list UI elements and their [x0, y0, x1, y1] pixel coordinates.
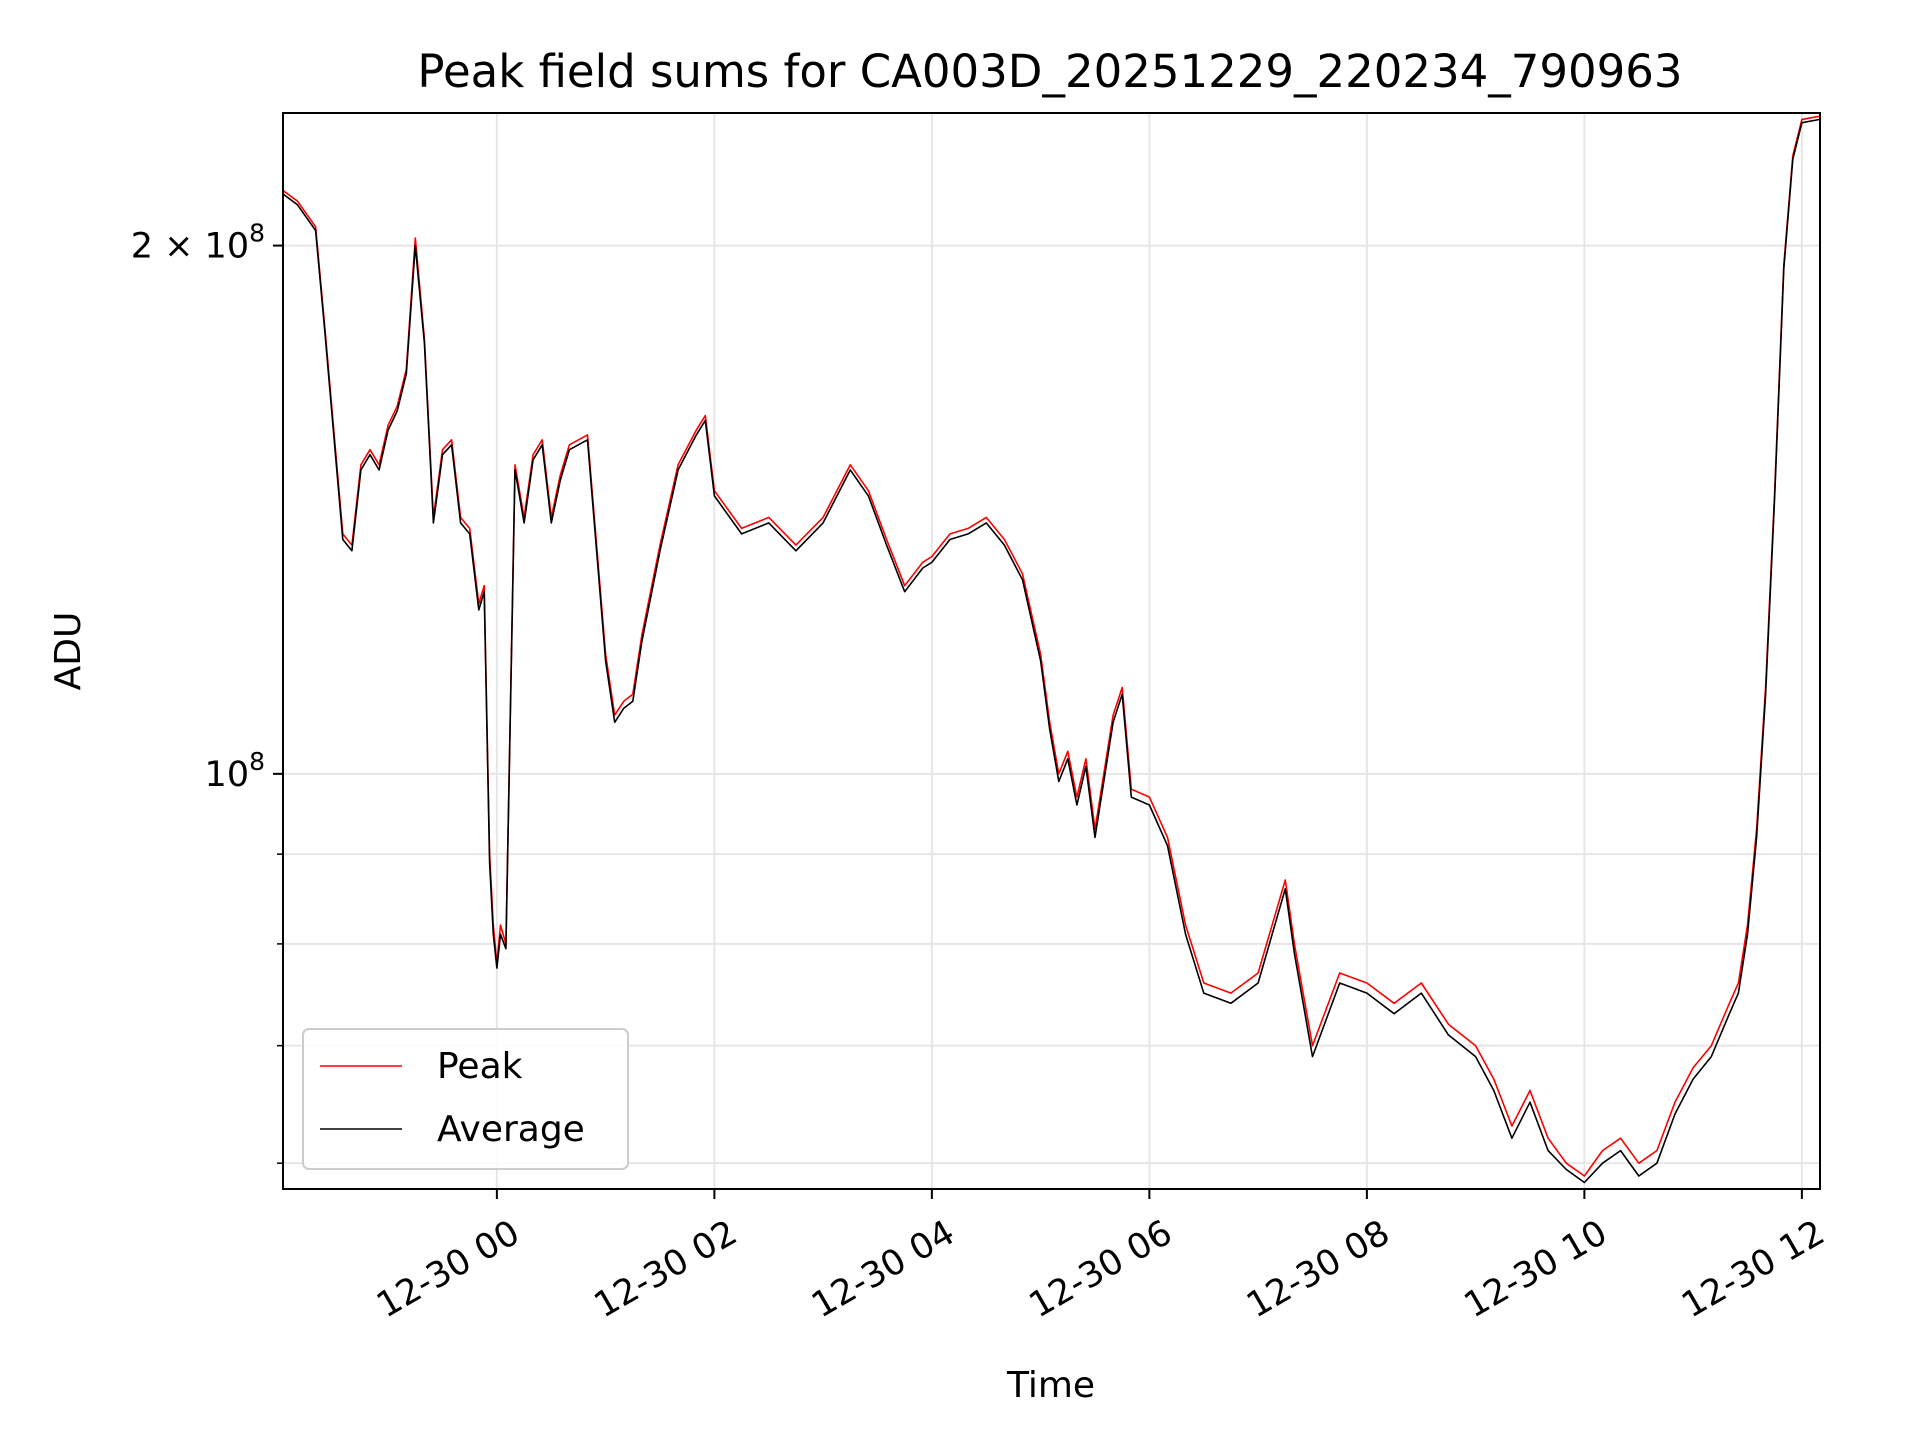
- y-tick-label: 2 × 108: [131, 219, 265, 267]
- y-axis-ticks: 108 2 × 108: [131, 219, 283, 1164]
- series-layer: [282, 115, 1821, 1184]
- plot-area-frame: [282, 112, 1821, 1190]
- series-line-average: [282, 118, 1821, 1184]
- legend-box: [302, 1028, 629, 1170]
- series-line-peak: [282, 115, 1821, 1177]
- legend-label-peak: Peak: [437, 1046, 523, 1087]
- y-tick-label: 108: [205, 747, 265, 795]
- grid: [283, 113, 1820, 1189]
- y-axis-label: ADU: [48, 612, 89, 691]
- x-axis-label: Time: [1006, 1365, 1095, 1406]
- legend-label-average: Average: [437, 1109, 585, 1150]
- legend: Peak Average: [302, 1028, 629, 1170]
- chart-title: Peak field sums for CA003D_20251229_2202…: [417, 45, 1682, 98]
